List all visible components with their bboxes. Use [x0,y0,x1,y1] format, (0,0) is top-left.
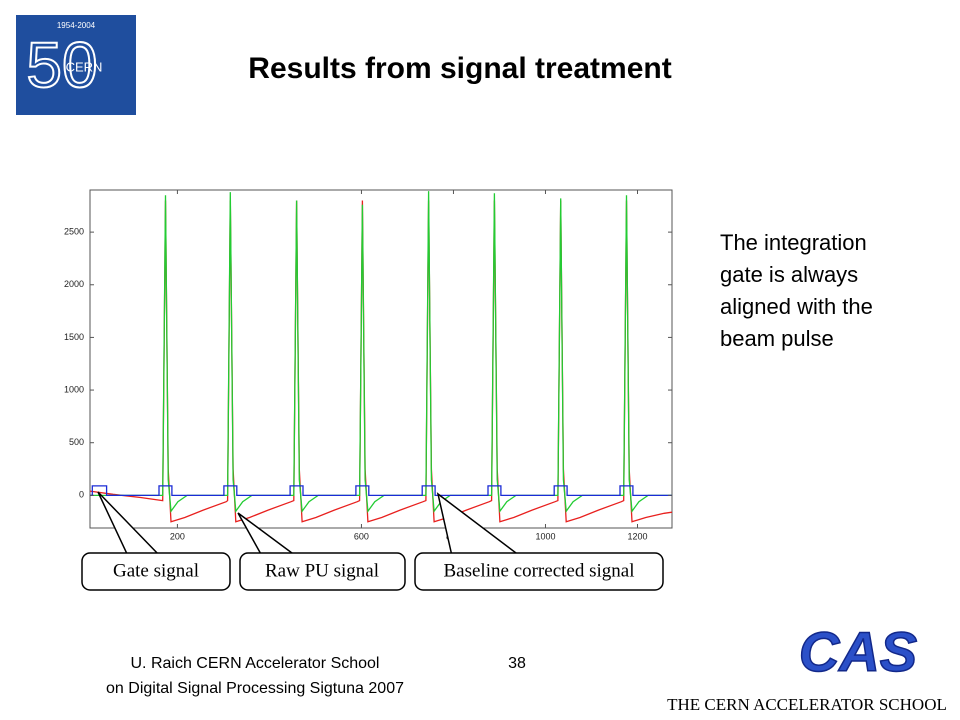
slide-title: Results from signal treatment [248,52,671,85]
cas-logo: CAS [799,620,917,683]
callout-label: Gate signal [113,560,199,581]
footer-author: on Digital Signal Processing Sigtuna 200… [106,680,404,697]
plot-area [90,191,672,523]
x-tick-label: 1200 [627,531,647,541]
logo-name: CERN [66,59,103,74]
x-tick-label: 1000 [535,531,555,541]
x-tick-label: 600 [354,531,369,541]
side-text: gate is always [720,262,858,287]
plot-frame [89,189,673,529]
y-tick-label: 1000 [64,384,84,394]
callout-box [414,552,664,591]
logo-years: 1954-2004 [57,21,96,30]
logo-number: 50 [26,29,97,101]
signal-line [90,485,672,497]
signal-line [90,200,672,523]
cern-logo [16,15,136,115]
callout-box [239,552,406,591]
y-tick-label: 2500 [64,226,84,236]
y-tick-label: 1500 [64,332,84,342]
callout-box [81,552,231,591]
page-number: 38 [508,655,526,672]
side-text: aligned with the [720,294,873,319]
side-text: beam pulse [720,326,834,351]
callout-label: Baseline corrected signal [444,560,635,581]
y-tick-label: 500 [69,437,84,447]
x-tick-label: 200 [170,531,185,541]
side-text: The integration [720,230,867,255]
school-name: THE CERN ACCELERATOR SCHOOL [667,695,947,714]
y-tick-label: 2000 [64,279,84,289]
footer-author: U. Raich CERN Accelerator School [131,655,380,672]
callout-label: Raw PU signal [265,560,379,581]
y-tick-label: 0 [79,490,84,500]
